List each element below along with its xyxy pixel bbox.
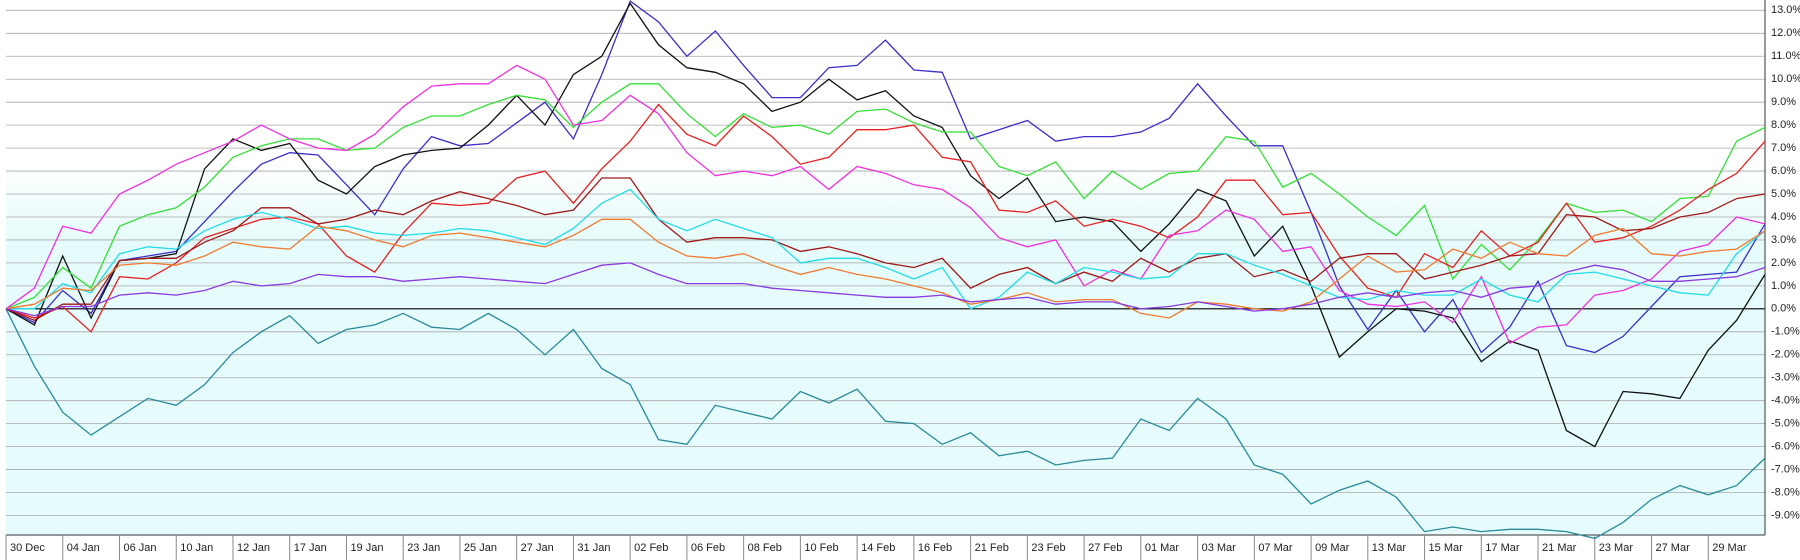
series-line	[5, 0, 1766, 354]
x-tick-label: 15 Mar	[1429, 542, 1464, 554]
y-tick-label: -6.0%	[1771, 441, 1800, 453]
y-tick-label: -8.0%	[1771, 486, 1800, 498]
x-tick-label: 23 Mar	[1599, 542, 1634, 554]
series-line	[5, 2, 1766, 448]
x-tick-label: 21 Feb	[975, 542, 1009, 554]
series-line	[5, 64, 1766, 345]
x-tick-label: 21 Mar	[1542, 542, 1577, 554]
x-tick-label: 06 Feb	[691, 542, 725, 554]
y-tick-label: 13.0%	[1771, 4, 1800, 16]
y-tick-label: 12.0%	[1771, 27, 1800, 39]
x-tick-label: 01 Mar	[1145, 542, 1180, 554]
y-tick-label: -9.0%	[1771, 509, 1800, 521]
y-tick-label: -4.0%	[1771, 395, 1800, 407]
y-tick-label: 11.0%	[1771, 50, 1800, 62]
y-tick-label: -5.0%	[1771, 418, 1800, 430]
x-tick-label: 31 Jan	[577, 542, 610, 554]
y-tick-label: -7.0%	[1771, 463, 1800, 475]
y-tick-label: 4.0%	[1771, 211, 1796, 223]
x-tick-label: 23 Jan	[407, 542, 440, 554]
y-tick-label: 10.0%	[1771, 73, 1800, 85]
x-tick-label: 16 Feb	[918, 542, 952, 554]
x-tick-label: 02 Feb	[634, 542, 668, 554]
x-tick-label: 03 Mar	[1202, 542, 1237, 554]
x-tick-label: 27 Feb	[1088, 542, 1122, 554]
x-tick-label: 30 Dec	[10, 542, 45, 554]
x-tick-label: 07 Mar	[1258, 542, 1293, 554]
x-tick-label: 14 Feb	[861, 542, 895, 554]
x-tick-label: 17 Mar	[1485, 542, 1520, 554]
x-tick-label: 08 Feb	[748, 542, 782, 554]
y-tick-label: 3.0%	[1771, 234, 1796, 246]
series-line	[5, 218, 1766, 319]
series-line	[5, 262, 1766, 317]
x-tick-label: 04 Jan	[67, 542, 100, 554]
x-tick-label: 29 Mar	[1712, 542, 1747, 554]
series-line	[6, 188, 1766, 310]
x-tick-label: 25 Jan	[464, 542, 497, 554]
y-tick-label: 8.0%	[1771, 119, 1796, 131]
y-tick-label: -3.0%	[1771, 372, 1800, 384]
x-tick-label: 27 Mar	[1656, 542, 1691, 554]
x-tick-label: 13 Mar	[1372, 542, 1407, 554]
y-tick-label: 7.0%	[1771, 142, 1796, 154]
series-line	[5, 103, 1766, 333]
series-line	[5, 308, 1766, 540]
y-tick-label: 6.0%	[1771, 165, 1796, 177]
x-tick-label: 09 Mar	[1315, 542, 1350, 554]
y-tick-label: 9.0%	[1771, 96, 1796, 108]
y-tick-label: 5.0%	[1771, 188, 1796, 200]
series-line	[5, 83, 1766, 310]
x-tick-label: 06 Jan	[123, 542, 156, 554]
x-tick-label: 23 Feb	[1031, 542, 1065, 554]
x-tick-label: 27 Jan	[521, 542, 554, 554]
series-line	[5, 177, 1766, 322]
y-tick-label: 1.0%	[1771, 280, 1796, 292]
x-tick-label: 19 Jan	[350, 542, 383, 554]
x-tick-label: 12 Jan	[237, 542, 270, 554]
x-tick-label: 10 Feb	[804, 542, 838, 554]
y-tick-label: 0.0%	[1771, 303, 1796, 315]
y-tick-label: 2.0%	[1771, 257, 1796, 269]
y-tick-label: -1.0%	[1771, 326, 1800, 338]
x-tick-label: 17 Jan	[294, 542, 327, 554]
y-tick-label: -2.0%	[1771, 349, 1800, 361]
x-tick-label: 10 Jan	[180, 542, 213, 554]
